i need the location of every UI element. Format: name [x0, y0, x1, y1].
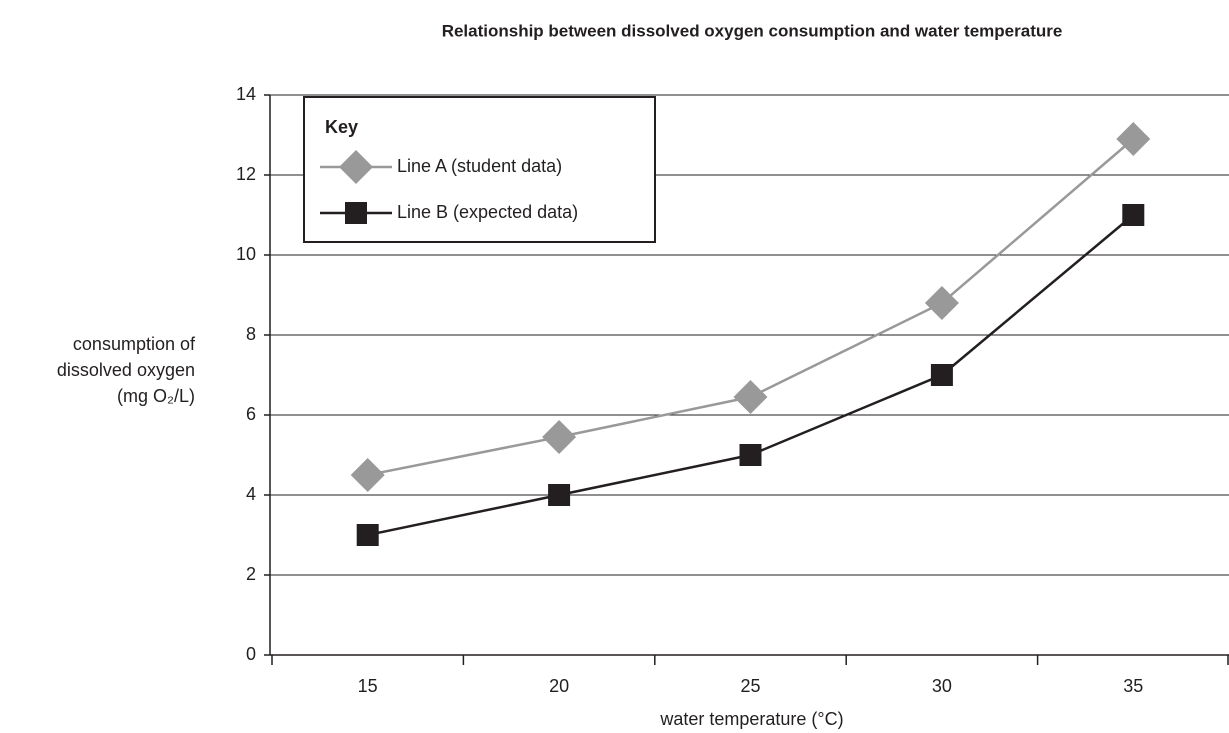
x-tick-label: 20: [549, 676, 569, 696]
legend-title: Key: [325, 117, 358, 137]
data-point: [930, 364, 953, 386]
x-tick-label: 25: [740, 676, 760, 696]
legend-label: Line A (student data): [397, 156, 562, 176]
legend-label: Line B (expected data): [397, 202, 578, 222]
x-tick-label: 15: [358, 676, 378, 696]
y-tick-label: 0: [246, 644, 256, 664]
y-tick-label: 12: [236, 164, 256, 184]
y-tick-label: 6: [246, 404, 256, 424]
data-line: [367, 214, 1135, 537]
data-point: [356, 524, 379, 546]
data-point: [350, 458, 385, 492]
x-tick-label: 30: [932, 676, 952, 696]
y-tick-label: 10: [236, 244, 256, 264]
y-tick-label: 4: [246, 484, 256, 504]
y-tick-label: 8: [246, 324, 256, 344]
y-axis-label: dissolved oxygen: [57, 360, 195, 380]
data-point: [733, 380, 768, 414]
data-point: [1122, 204, 1145, 226]
y-axis-label: consumption of: [73, 334, 196, 354]
data-point: [739, 444, 762, 466]
y-tick-label: 2: [246, 564, 256, 584]
data-point: [1116, 122, 1151, 156]
legend-marker: [345, 202, 367, 224]
data-point: [548, 484, 571, 506]
y-axis-label: (mg O₂/L): [117, 386, 195, 406]
x-tick-label: 35: [1123, 676, 1143, 696]
data-point: [924, 286, 959, 320]
data-point: [542, 420, 577, 454]
legend-marker: [339, 150, 373, 184]
chart-title: Relationship between dissolved oxygen co…: [442, 21, 1063, 40]
x-axis-label: water temperature (°C): [659, 709, 843, 729]
y-tick-label: 14: [236, 84, 256, 104]
